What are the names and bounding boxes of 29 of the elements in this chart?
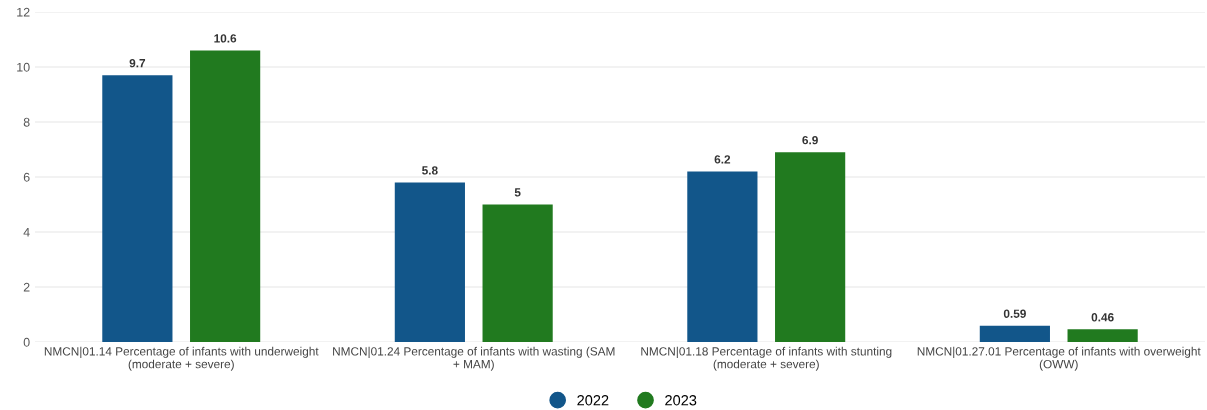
x-tick-label: NMCN|01.18 Percentage of infants with stunting (moderate + severe) xyxy=(641,346,892,371)
data-label: 6.9 xyxy=(802,136,818,145)
data-label: 9.7 xyxy=(129,59,146,68)
y-tick-label: 2 xyxy=(23,282,30,292)
y-tick-label: 4 xyxy=(23,227,30,237)
data-label: 0.59 xyxy=(1003,309,1026,318)
bar xyxy=(775,152,846,342)
y-tick-label: 8 xyxy=(23,117,30,127)
x-tick-label: NMCN|01.14 Percentage of infants with underweight (moderate + severe) xyxy=(44,346,319,371)
data-label: 5.8 xyxy=(422,166,438,175)
legend-label: 2022 xyxy=(577,395,609,406)
bar xyxy=(687,171,758,342)
y-tick-label: 12 xyxy=(17,7,30,17)
bar xyxy=(1067,329,1138,342)
data-label: 6.2 xyxy=(714,155,731,164)
bar xyxy=(482,204,553,342)
data-label: 0.46 xyxy=(1091,313,1114,322)
bar xyxy=(394,182,465,342)
y-tick-label: 6 xyxy=(23,172,30,182)
y-tick-label: 10 xyxy=(17,62,30,72)
data-label: 5 xyxy=(514,188,521,197)
bar xyxy=(190,50,261,342)
x-tick-label: NMCN|01.27.01 Percentage of infants with overweight (OWW) xyxy=(917,346,1201,371)
data-label: 10.6 xyxy=(214,34,237,43)
y-tick-label: 0 xyxy=(23,337,30,347)
x-tick-label: NMCN|01.24 Percentage of infants with wasting (SAM + MAM) xyxy=(333,346,615,371)
bar xyxy=(979,325,1050,342)
bar xyxy=(102,75,173,342)
legend-label: 2023 xyxy=(665,395,697,406)
